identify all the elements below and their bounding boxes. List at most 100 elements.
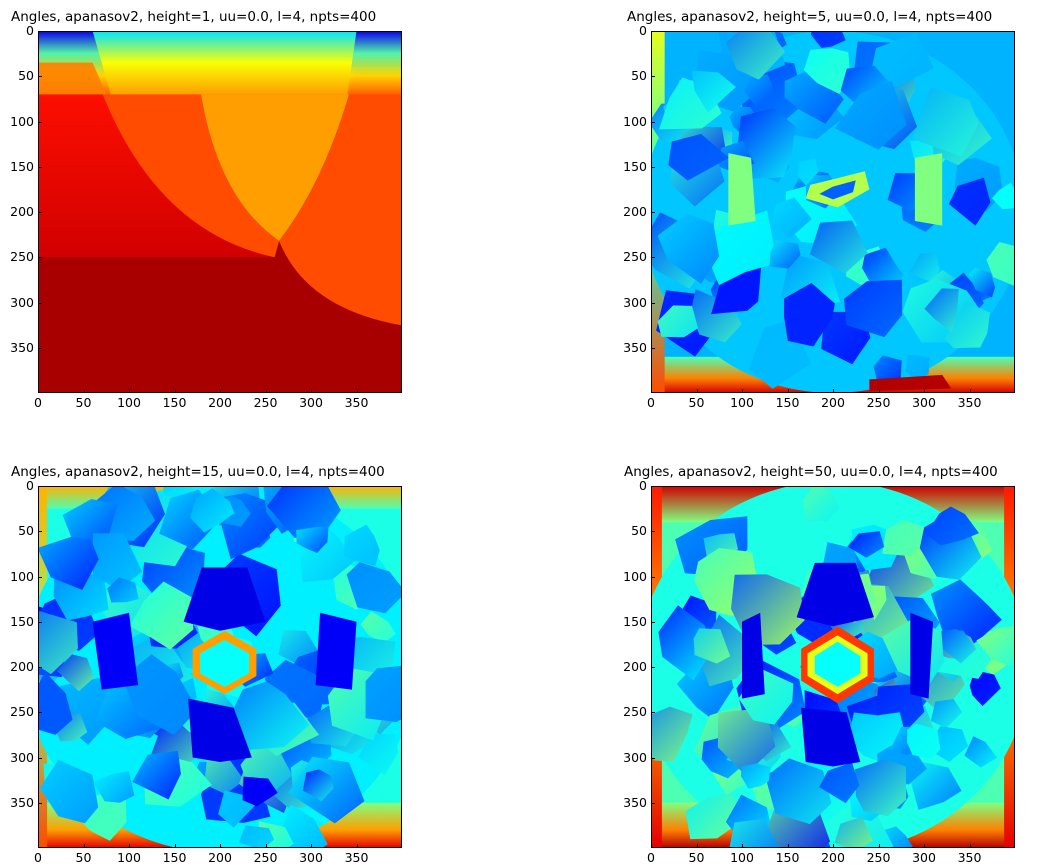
patch <box>797 157 819 186</box>
x-tick <box>129 844 130 848</box>
patch <box>741 763 771 789</box>
y-tick-label: 300 <box>623 294 647 310</box>
x-tick-label: 50 <box>688 850 705 865</box>
right-region <box>279 67 402 326</box>
x-tick-label: 150 <box>162 850 187 865</box>
patch <box>948 177 991 226</box>
patch <box>909 252 940 283</box>
patch <box>912 87 979 157</box>
y-tick <box>651 121 655 123</box>
patch <box>226 681 310 751</box>
y-tick <box>38 212 42 213</box>
patch <box>834 816 873 848</box>
y-tick <box>38 76 42 78</box>
x-tick-label: 0 <box>647 395 655 410</box>
patch <box>360 611 396 643</box>
x-tick-label: 200 <box>208 395 232 410</box>
patch <box>39 759 99 824</box>
x-tick-label: 0 <box>34 395 42 410</box>
patch <box>976 625 1015 667</box>
patch <box>658 605 712 681</box>
x-tick-label: 200 <box>208 850 232 865</box>
x-tick-label: 300 <box>299 395 323 410</box>
y-tick <box>38 712 42 714</box>
x-tick <box>969 389 971 393</box>
patch <box>296 526 329 553</box>
patch <box>769 240 801 269</box>
patch <box>92 533 143 590</box>
x-tick <box>787 844 789 848</box>
center-core <box>814 641 861 687</box>
left-dark <box>92 612 139 690</box>
x-tick <box>38 389 39 393</box>
y-tick <box>38 31 42 32</box>
x-tick-label: 0 <box>34 850 42 865</box>
patch <box>657 305 699 338</box>
x-tick <box>356 844 358 848</box>
patch <box>38 610 78 675</box>
y-tick-label: 50 <box>631 68 647 83</box>
x-tick <box>969 844 971 848</box>
x-tick <box>787 389 789 393</box>
y-tick <box>38 667 42 668</box>
upper-dark <box>796 562 874 627</box>
center-core <box>199 639 250 687</box>
patch <box>765 758 832 825</box>
y-tick <box>651 31 655 32</box>
heatmap-axes <box>651 31 1015 393</box>
y-tick-label: 350 <box>623 794 647 810</box>
x-tick-label: 350 <box>344 850 369 865</box>
y-tick-label: 300 <box>10 749 34 765</box>
x-tick-label: 100 <box>117 395 141 410</box>
patch <box>365 665 402 722</box>
x-tick <box>311 389 312 393</box>
x-tick <box>220 389 221 393</box>
y-tick-label: 200 <box>623 203 647 219</box>
middle-region <box>92 67 280 258</box>
patch <box>840 65 895 110</box>
patch <box>668 134 730 181</box>
y-tick <box>38 531 42 533</box>
y-tick-label: 0 <box>639 22 647 38</box>
y-tick-label: 350 <box>623 339 647 355</box>
patch <box>93 771 135 803</box>
patch <box>690 289 742 343</box>
x-tick <box>356 389 358 393</box>
right-dark <box>315 612 357 690</box>
patch <box>926 506 979 546</box>
patch <box>38 671 73 735</box>
heatmap-axes <box>651 486 1015 848</box>
x-tick <box>265 844 267 848</box>
x-tick-label: 100 <box>730 850 754 865</box>
heatmap-image <box>651 486 1015 848</box>
heatmap-axes <box>38 31 402 393</box>
chart-title: Angles, apanasov2, height=50, uu=0.0, l=… <box>624 464 998 480</box>
y-tick <box>651 667 655 668</box>
patch <box>744 72 776 107</box>
patch <box>907 723 941 760</box>
patch <box>968 267 996 298</box>
y-tick-label: 250 <box>10 249 34 264</box>
x-tick-label: 200 <box>821 395 845 410</box>
patch <box>986 242 1015 287</box>
x-tick <box>878 844 880 848</box>
x-tick <box>696 389 698 393</box>
center-core <box>819 180 856 200</box>
x-tick-label: 350 <box>957 395 982 410</box>
y-tick <box>38 757 42 759</box>
top-left-warm <box>38 62 107 95</box>
x-tick-label: 300 <box>912 395 936 410</box>
y-tick <box>651 576 655 578</box>
x-tick-label: 150 <box>775 395 800 410</box>
y-tick <box>38 302 42 304</box>
bottom-spot <box>869 374 952 392</box>
chart-title: Angles, apanasov2, height=5, uu=0.0, l=4… <box>627 9 993 25</box>
patch <box>771 197 812 239</box>
patch <box>343 524 380 567</box>
patch <box>711 263 762 315</box>
patch <box>784 283 835 347</box>
patch <box>691 70 736 113</box>
y-tick <box>651 166 655 168</box>
y-tick-label: 300 <box>623 749 647 765</box>
patch <box>53 573 109 621</box>
